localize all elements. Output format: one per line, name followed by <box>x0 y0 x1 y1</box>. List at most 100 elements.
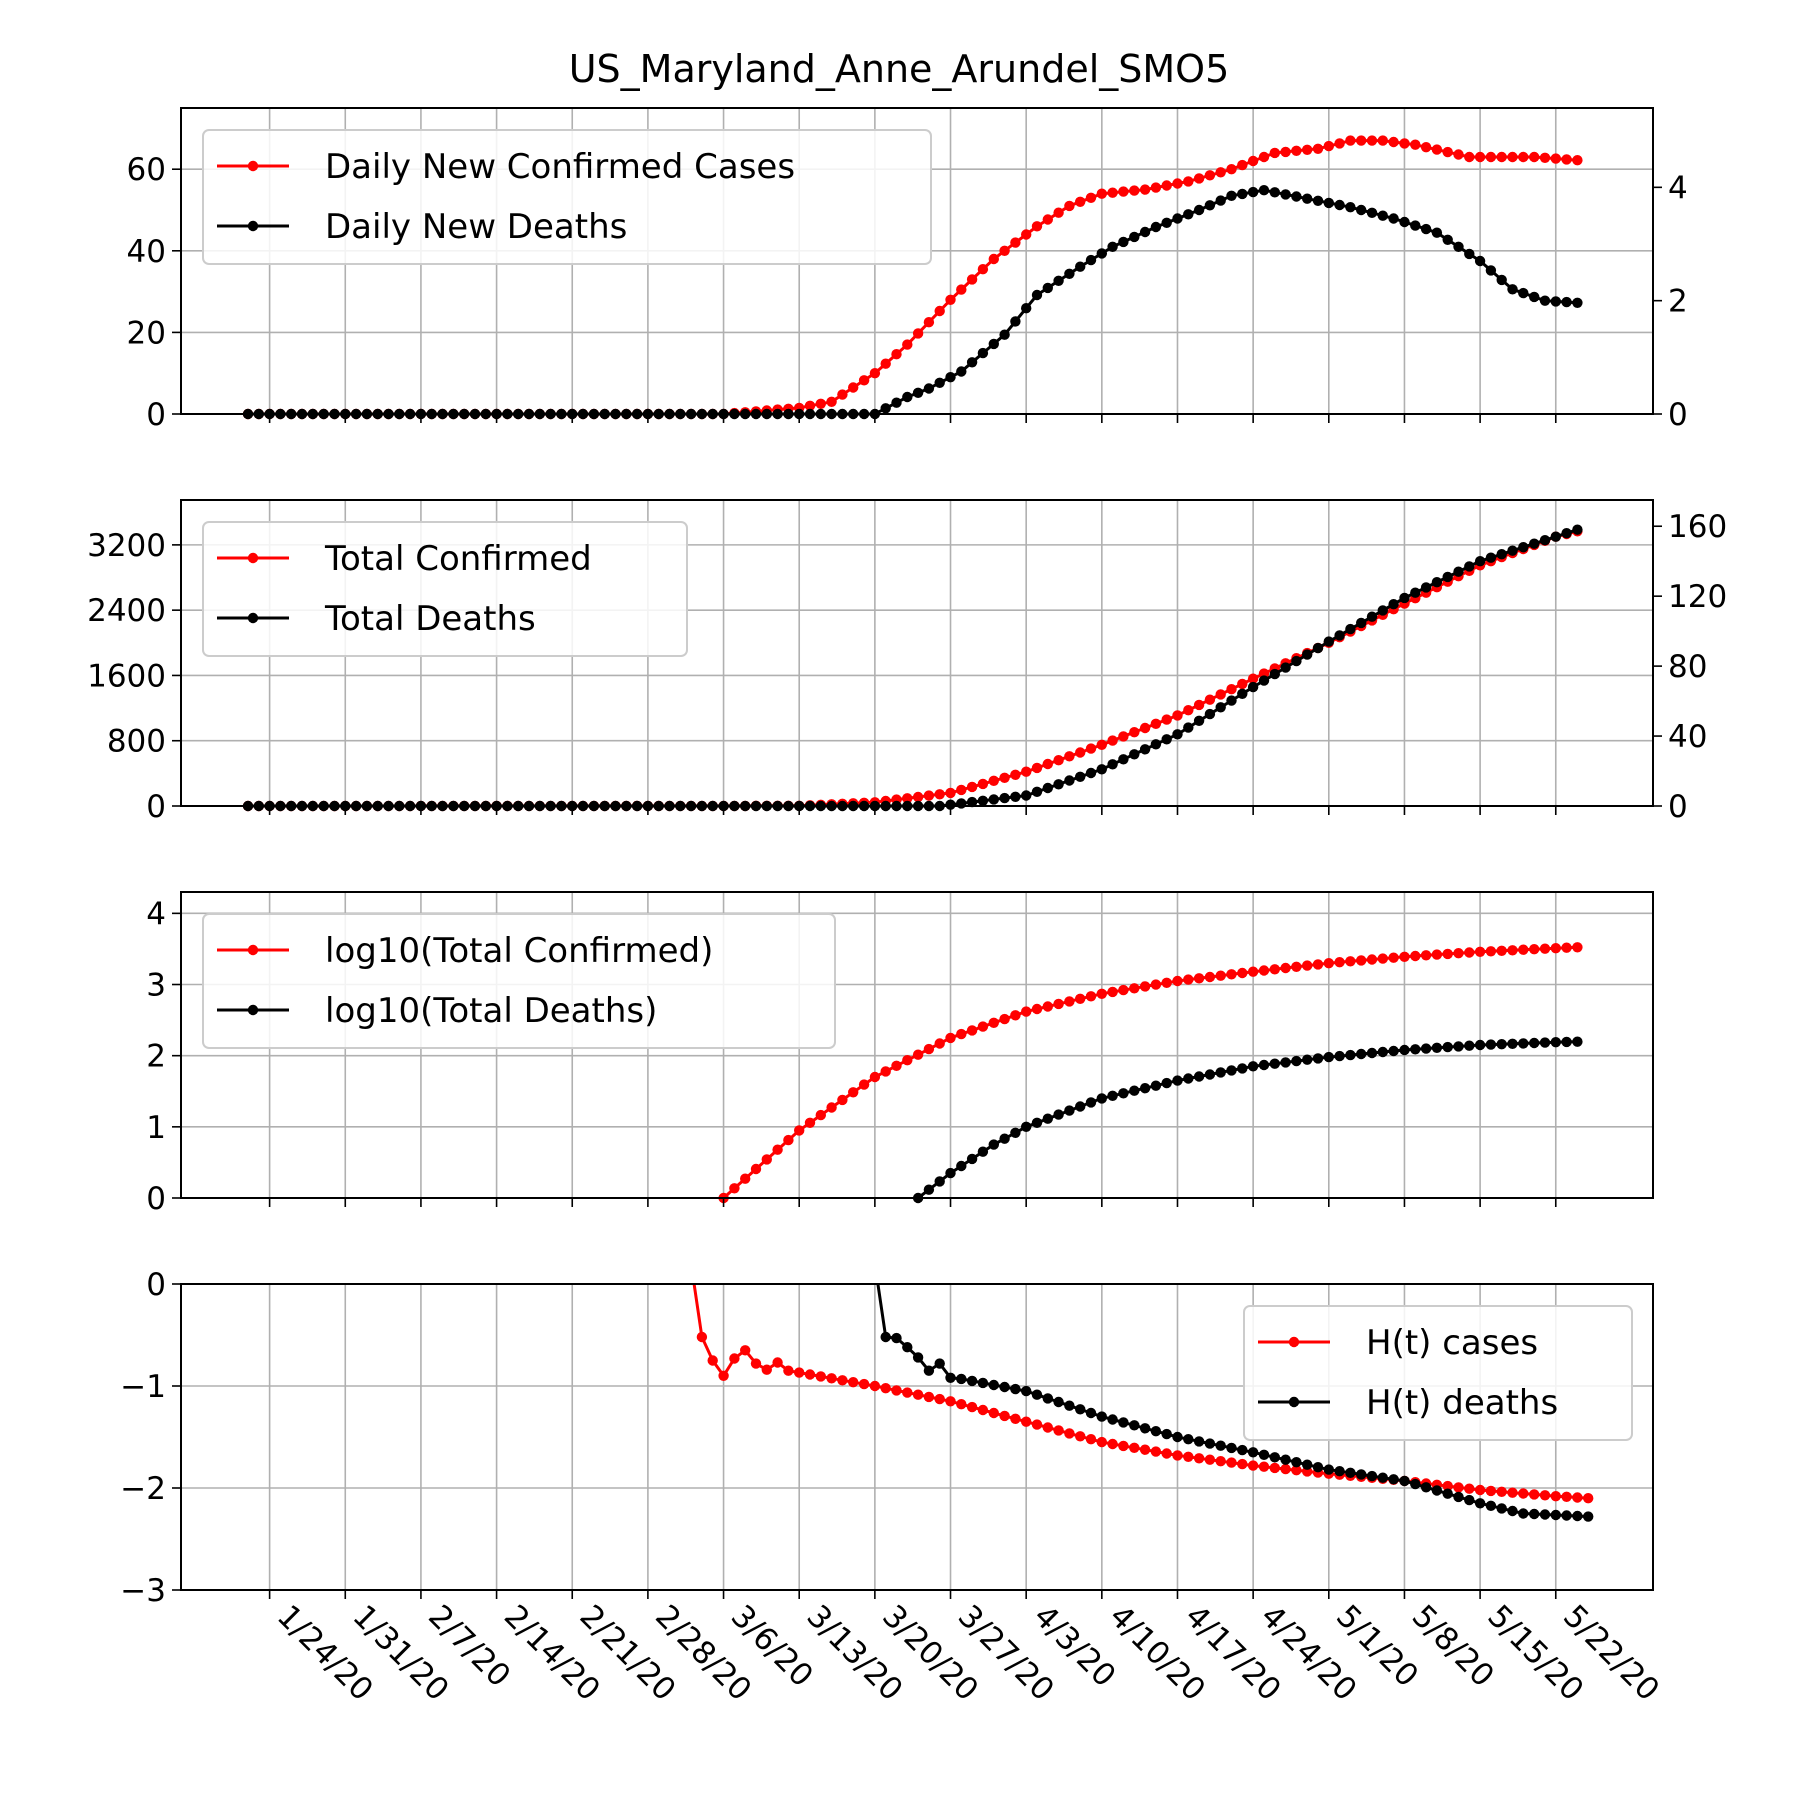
y-tick-label-left: 3200 <box>87 528 166 564</box>
daily-cases-point <box>1193 173 1205 184</box>
log-confirmed-point <box>1280 962 1291 974</box>
daily-deaths-point <box>1269 187 1281 198</box>
total-deaths-point <box>1053 779 1064 790</box>
log-confirmed-point <box>1172 975 1183 987</box>
total-deaths-point <box>1237 688 1248 699</box>
log-confirmed-point <box>1410 950 1421 962</box>
total-deaths-point <box>1366 611 1378 622</box>
panel-totals: 0 800 1600 2400 3200 0 40 80 120 160 Total Confir… <box>87 499 1727 825</box>
total-confirmed-point <box>1085 743 1097 754</box>
hazard-cases-point <box>912 1389 924 1400</box>
panel-hazard-legend: H(t) cases H(t) deaths <box>1243 1305 1633 1441</box>
log-confirmed-point <box>1442 948 1453 960</box>
total-deaths-point <box>1258 675 1270 686</box>
daily-cases-point <box>1464 151 1475 163</box>
daily-deaths-point <box>1129 231 1140 243</box>
panel-hazard-series <box>692 1258 1594 1522</box>
y-tick-label-left: 0 <box>146 1181 166 1217</box>
daily-cases-point <box>1237 159 1248 171</box>
log-deaths-point <box>1442 1041 1453 1053</box>
daily-cases-point <box>956 284 967 295</box>
hazard-cases-point <box>880 1383 891 1394</box>
daily-deaths-point <box>1075 261 1086 272</box>
daily-deaths-point <box>880 403 891 414</box>
log-deaths-point <box>1561 1036 1572 1048</box>
hazard-deaths-point <box>1042 1393 1054 1404</box>
daily-cases-point <box>1172 178 1183 189</box>
log-deaths-point <box>1518 1038 1529 1049</box>
log-confirmed-point <box>1020 1006 1032 1017</box>
daily-cases-point <box>1442 146 1453 158</box>
daily-cases-point <box>1388 136 1399 148</box>
log-confirmed-point <box>1064 996 1075 1007</box>
y-tick-label-left: 0 <box>146 1267 166 1303</box>
daily-cases-point <box>1302 144 1313 155</box>
daily-deaths-point <box>945 372 956 383</box>
log-confirmed-point <box>956 1028 967 1040</box>
log-confirmed-point <box>1118 984 1129 996</box>
log-deaths-point <box>1172 1075 1183 1086</box>
total-deaths-point <box>1291 655 1302 667</box>
total-deaths-point <box>1172 729 1183 740</box>
panel-daily-frame <box>180 107 1654 415</box>
log-confirmed-point <box>934 1038 945 1049</box>
y-tick-label-left: 3 <box>146 968 166 1004</box>
log-deaths-point <box>1150 1080 1162 1091</box>
daily-cases-point <box>1226 164 1237 175</box>
log-deaths-point <box>1550 1037 1562 1048</box>
daily-cases-point <box>999 245 1010 256</box>
total-deaths-point <box>1215 702 1226 713</box>
hazard-deaths-point <box>1420 1482 1432 1493</box>
log-deaths-point <box>1302 1054 1313 1065</box>
total-deaths-point <box>1345 623 1356 635</box>
daily-deaths-point <box>1031 289 1043 301</box>
total-confirmed-point <box>1139 722 1151 734</box>
daily-cases-point <box>1215 167 1226 178</box>
hazard-deaths-point <box>1269 1452 1281 1463</box>
hazard-cases-point <box>1474 1484 1486 1496</box>
total-deaths-point <box>1183 722 1194 733</box>
daily-cases-point <box>912 328 924 339</box>
total-deaths-point <box>1323 636 1335 647</box>
log-confirmed-point <box>1269 964 1281 975</box>
log-confirmed-point <box>750 1163 762 1175</box>
log-confirmed-point <box>1550 943 1562 954</box>
y-tick-label-left: 0 <box>146 397 166 433</box>
log-confirmed-point <box>1193 973 1205 984</box>
total-deaths-point <box>1204 708 1216 720</box>
total-confirmed-point <box>1204 694 1216 705</box>
log-confirmed-point <box>1215 970 1226 981</box>
log-confirmed-point <box>1042 1001 1054 1012</box>
log-confirmed-point <box>1161 977 1172 988</box>
daily-cases-point <box>1269 147 1281 159</box>
daily-deaths-point <box>1529 291 1540 303</box>
legend-swatch-marker <box>247 552 259 564</box>
hazard-cases-point <box>1485 1485 1497 1497</box>
log-confirmed-point <box>729 1183 740 1194</box>
hazard-deaths-point <box>870 1258 880 1268</box>
daily-cases-point <box>1529 151 1540 163</box>
log-confirmed-point <box>1356 955 1367 966</box>
hazard-cases-point <box>1172 1450 1183 1461</box>
total-deaths-point <box>956 798 967 809</box>
log-deaths-point <box>1377 1046 1389 1058</box>
hazard-deaths-point <box>1312 1462 1324 1473</box>
daily-deaths-point <box>1237 188 1248 200</box>
hazard-cases-point <box>1139 1444 1151 1455</box>
hazard-cases-point <box>837 1375 848 1386</box>
daily-deaths-point <box>1118 236 1129 248</box>
log-confirmed-point <box>772 1144 783 1155</box>
log-confirmed-point <box>966 1025 978 1036</box>
log-confirmed-point <box>1302 960 1313 971</box>
total-confirmed-point <box>977 778 989 790</box>
y-tick-label-right: 120 <box>1668 579 1727 615</box>
total-confirmed-point <box>934 789 945 800</box>
total-deaths-point <box>1442 571 1453 583</box>
hazard-deaths-point <box>1129 1420 1140 1431</box>
panel-hazard-frame <box>180 1283 1654 1591</box>
log-confirmed-point <box>1496 945 1507 956</box>
hazard-deaths-point <box>1323 1464 1335 1475</box>
daily-deaths-point <box>1096 248 1108 259</box>
hazard-deaths-point <box>902 1342 913 1353</box>
hazard-deaths-point <box>1366 1470 1378 1482</box>
